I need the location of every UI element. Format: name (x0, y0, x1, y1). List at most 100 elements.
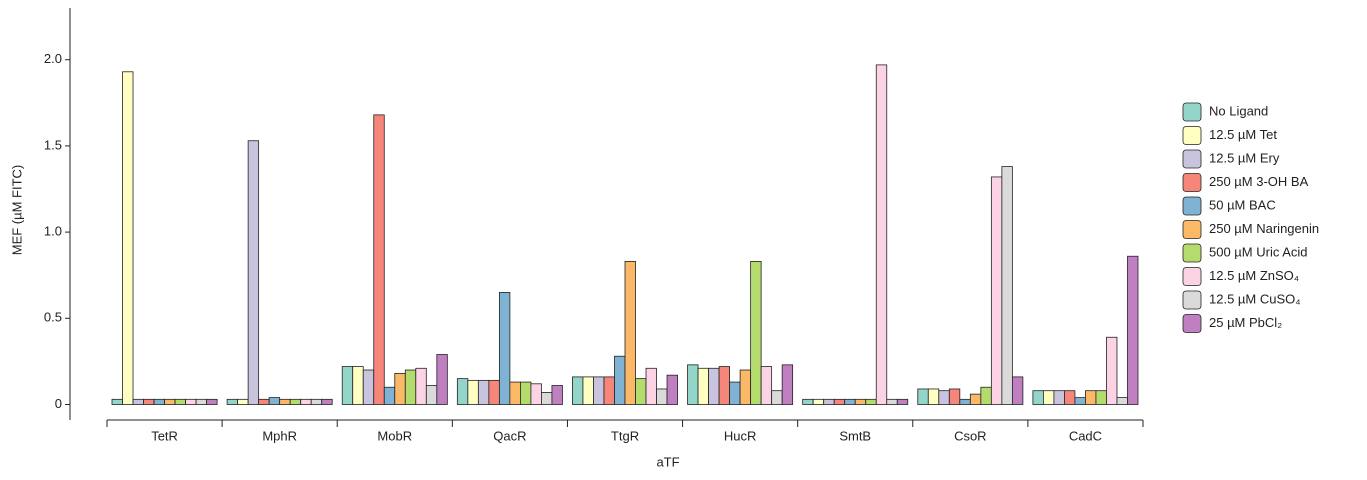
legend-swatch (1182, 267, 1202, 286)
bar (771, 390, 783, 405)
legend-swatch (1182, 220, 1202, 239)
x-tick-label: QacR (493, 428, 526, 443)
legend-label: 12.5 µM CuSO₄ (1209, 291, 1301, 306)
legend-swatch (1182, 314, 1202, 333)
bar (477, 379, 490, 405)
x-tick-label: MobR (377, 428, 412, 443)
bar (635, 378, 647, 405)
bar (300, 398, 312, 405)
bar (624, 261, 636, 405)
legend-swatch (1182, 149, 1202, 169)
legend-swatch (1182, 243, 1202, 263)
bar (341, 366, 354, 405)
bar (1043, 390, 1055, 405)
legend-label: No Ligand (1209, 103, 1268, 118)
bar (289, 398, 302, 405)
bar (833, 398, 846, 405)
x-tick-label: TetR (151, 428, 178, 443)
bar (488, 379, 500, 405)
bar (645, 367, 657, 405)
bar (373, 114, 385, 405)
bar (268, 397, 281, 405)
bar (551, 385, 563, 405)
legend-label: 250 µM 3-OH BA (1209, 174, 1309, 189)
y-tick-label: 0.5 (44, 310, 62, 325)
bar (352, 366, 364, 405)
legend-label: 50 µM BAC (1209, 197, 1276, 212)
bar (1064, 390, 1076, 405)
bar (111, 398, 123, 405)
bar (164, 398, 176, 405)
bar (656, 388, 668, 405)
bar (467, 379, 479, 405)
bar (321, 398, 333, 405)
x-tick-label: CadC (1069, 428, 1102, 443)
bar (687, 364, 699, 405)
bar (896, 398, 909, 405)
x-tick-label: CsoR (954, 428, 987, 443)
bar (394, 373, 406, 405)
bar (865, 398, 877, 405)
legend-swatch (1182, 290, 1202, 310)
x-axis-label: aTF (656, 454, 679, 469)
bar (153, 398, 165, 405)
bar (1011, 376, 1024, 405)
bar (1053, 390, 1065, 405)
bar (948, 388, 961, 405)
x-tick-label: HucR (724, 428, 757, 443)
bar (812, 398, 825, 405)
bar (1116, 397, 1128, 405)
bar (708, 367, 720, 405)
bar (729, 381, 741, 405)
bar (980, 386, 992, 405)
bar (122, 71, 134, 405)
legend-label: 12.5 µM Tet (1209, 127, 1277, 142)
bar (258, 398, 270, 405)
x-tick-label: SmtB (839, 428, 871, 443)
bar (425, 385, 438, 405)
legend-label: 12.5 µM ZnSO₄ (1209, 268, 1299, 283)
bar (132, 398, 144, 405)
legend-label: 25 µM PbCl₂ (1209, 315, 1282, 330)
bar (990, 176, 1003, 405)
y-tick-label: 1.0 (44, 224, 62, 239)
bar (760, 366, 773, 405)
legend-label: 250 µM Naringenin (1209, 221, 1319, 236)
bar (456, 378, 469, 405)
bar (614, 355, 626, 405)
bar (1085, 390, 1097, 405)
bar (781, 364, 794, 405)
bar (854, 398, 867, 405)
bar (509, 381, 521, 405)
bar (844, 398, 856, 405)
bar (206, 398, 218, 405)
legend-swatch (1182, 102, 1202, 122)
bar (1095, 390, 1107, 405)
y-tick-label: 0 (55, 396, 62, 411)
bar (917, 388, 929, 405)
y-tick-label: 1.5 (44, 137, 62, 152)
bar (1001, 166, 1013, 405)
bar (279, 398, 291, 405)
bar (226, 398, 239, 405)
bar (582, 376, 594, 405)
bar (697, 367, 709, 405)
bar (823, 398, 835, 405)
bar (310, 398, 323, 405)
x-tick-label: TtgR (611, 428, 639, 443)
bar (927, 388, 940, 405)
bar (750, 261, 762, 405)
bar (498, 292, 511, 405)
bar (404, 369, 417, 405)
bar (603, 376, 615, 405)
legend-swatch (1182, 126, 1202, 145)
bar (436, 354, 448, 405)
bar (415, 367, 427, 405)
bar (383, 386, 396, 405)
bar (572, 376, 584, 405)
bar (593, 376, 605, 405)
legend-label: 12.5 µM Ery (1209, 150, 1280, 165)
y-tick-label: 2.0 (44, 51, 62, 66)
legend-label: 500 µM Uric Acid (1209, 244, 1308, 259)
